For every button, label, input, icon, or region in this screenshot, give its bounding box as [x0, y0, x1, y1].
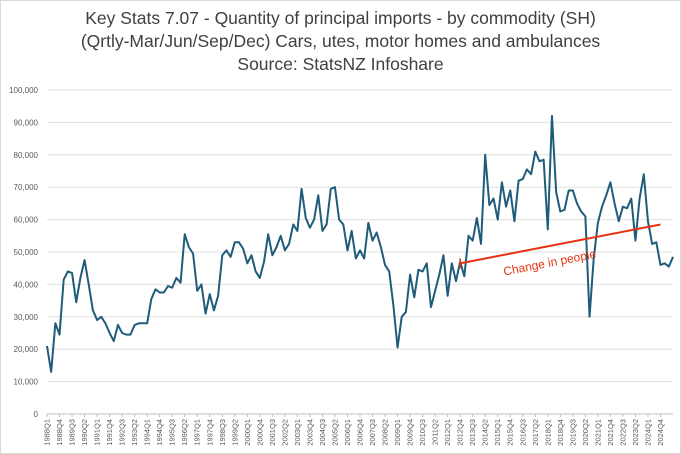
x-tick-label: 1991Q1: [93, 419, 102, 446]
x-tick-label: 2009Q1: [393, 419, 402, 446]
chart-title: Key Stats 7.07 - Quantity of principal i…: [1, 7, 680, 76]
x-tick-label: 2000Q1: [243, 419, 252, 446]
x-tick-label: 2013Q3: [468, 419, 477, 446]
y-tick-label: 30,000: [14, 313, 39, 322]
x-tick-label: 2021Q4: [606, 419, 615, 446]
x-tick-label: 1988Q1: [43, 419, 52, 446]
x-tick-label: 2024Q4: [656, 419, 665, 446]
x-tick-label: 2022Q3: [618, 419, 627, 446]
x-tick-label: 2021Q1: [593, 419, 602, 446]
x-tick-label: 2020Q2: [581, 419, 590, 446]
y-tick-label: 10,000: [14, 378, 39, 387]
x-tick-label: 1997Q1: [193, 419, 202, 446]
x-tick-label: 1991Q4: [105, 419, 114, 446]
y-tick-label: 90,000: [14, 118, 39, 127]
x-tick-label: 1994Q1: [143, 419, 152, 446]
x-tick-label: 2019Q3: [568, 419, 577, 446]
x-tick-label: 2012Q4: [456, 419, 465, 446]
x-tick-label: 2003Q1: [293, 419, 302, 446]
chart-source-line: Source: StatsNZ Infoshare: [237, 54, 444, 74]
x-tick-label: 2001Q3: [268, 419, 277, 446]
x-tick-label: 1999Q2: [230, 419, 239, 446]
x-tick-label: 2016Q3: [518, 419, 527, 446]
y-tick-label: 80,000: [14, 151, 39, 160]
x-tick-label: 1993Q2: [130, 419, 139, 446]
x-tick-label: 2000Q4: [255, 419, 264, 446]
y-tick-label: 100,000: [9, 86, 38, 95]
x-tick-label: 1992Q3: [118, 419, 127, 446]
x-tick-label: 2009Q4: [406, 419, 415, 446]
x-tick-label: 1989Q3: [68, 419, 77, 446]
x-tick-label: 2015Q1: [493, 419, 502, 446]
x-tick-label: 2006Q4: [356, 419, 365, 446]
x-tick-label: 1990Q2: [80, 419, 89, 446]
x-tick-label: 1997Q4: [205, 419, 214, 446]
chart-title-line: Key Stats 7.07 - Quantity of principal i…: [85, 8, 596, 28]
y-tick-label: 70,000: [14, 183, 39, 192]
x-tick-label: 2003Q4: [305, 419, 314, 446]
x-tick-label: 2006Q1: [343, 419, 352, 446]
x-tick-label: 2018Q1: [543, 419, 552, 446]
x-tick-label: 2012Q1: [443, 419, 452, 446]
imports-series-line: [46, 114, 674, 373]
x-tick-label: 2007Q3: [368, 419, 377, 446]
chart-subtitle-line: (Qrtly-Mar/Jun/Sep/Dec) Cars, utes, moto…: [80, 31, 601, 51]
trendline: [459, 223, 661, 265]
x-tick-label: 2018Q4: [556, 419, 565, 446]
x-tick-label: 2004Q3: [318, 419, 327, 446]
y-tick-label: 60,000: [14, 216, 39, 225]
x-tick-label: 2024Q1: [643, 419, 652, 446]
x-tick-label: 1995Q3: [168, 419, 177, 446]
x-tick-label: 2005Q2: [330, 419, 339, 446]
x-tick-label: 1994Q4: [155, 419, 164, 446]
x-tick-label: 2010Q3: [418, 419, 427, 446]
x-tick-label: 2015Q4: [506, 419, 515, 446]
x-tick-label: 1988Q4: [55, 419, 64, 446]
x-tick-label: 2014Q2: [481, 419, 490, 446]
x-tick-label: 1998Q3: [218, 419, 227, 446]
x-tick-label: 2008Q2: [381, 419, 390, 446]
y-tick-label: 40,000: [14, 280, 39, 289]
y-tick-label: 50,000: [14, 248, 39, 257]
x-tick-label: 2002Q2: [280, 419, 289, 446]
x-tick-label: 2017Q2: [531, 419, 540, 446]
x-tick-label: 2011Q2: [431, 419, 440, 445]
y-tick-label: 20,000: [14, 345, 39, 354]
x-tick-label: 1996Q2: [180, 419, 189, 446]
x-tick-label: 2023Q2: [631, 419, 640, 446]
y-tick-label: 0: [34, 410, 39, 419]
